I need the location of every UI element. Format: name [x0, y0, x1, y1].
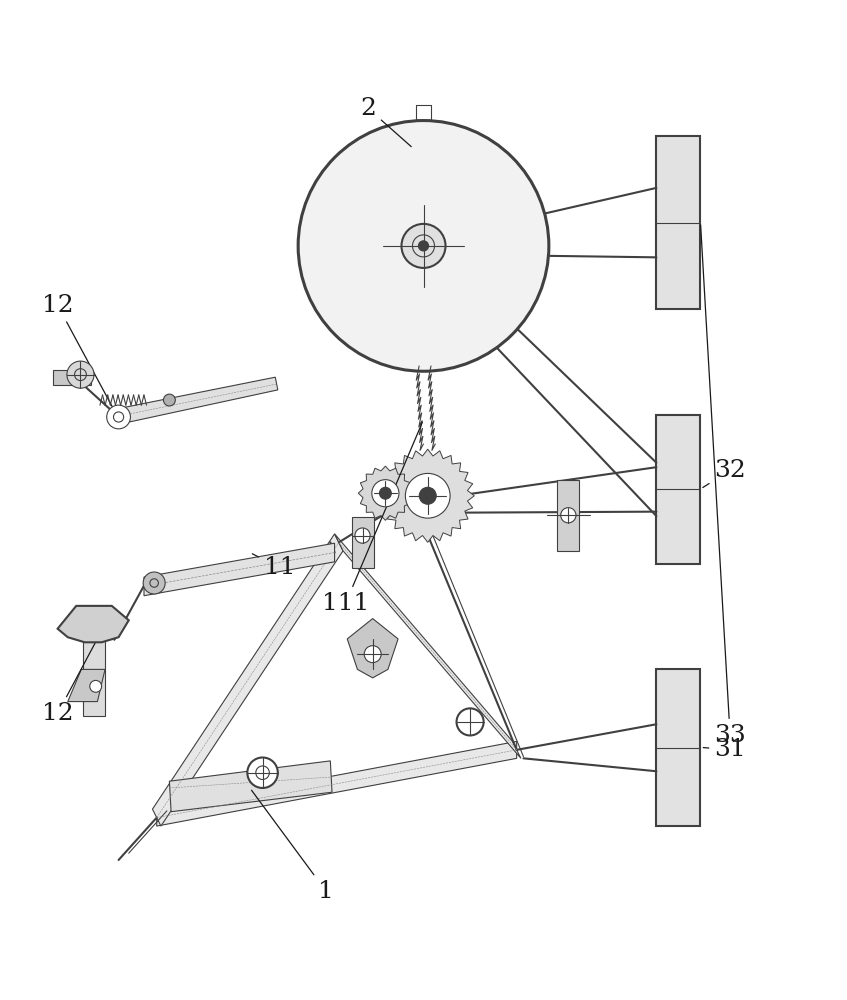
Polygon shape — [68, 669, 105, 702]
Circle shape — [143, 572, 165, 594]
Polygon shape — [169, 761, 332, 812]
Polygon shape — [152, 534, 343, 826]
Text: 32: 32 — [703, 459, 746, 488]
Circle shape — [67, 361, 94, 388]
Polygon shape — [335, 534, 521, 758]
Text: 12: 12 — [42, 294, 115, 413]
Circle shape — [298, 121, 549, 371]
Text: 2: 2 — [361, 97, 412, 147]
Text: 11: 11 — [252, 554, 296, 579]
Circle shape — [247, 757, 278, 788]
Text: 111: 111 — [322, 422, 423, 615]
Polygon shape — [157, 741, 517, 826]
Text: 31: 31 — [703, 738, 746, 761]
Polygon shape — [347, 619, 398, 678]
Bar — [656, 669, 700, 826]
Polygon shape — [144, 543, 335, 596]
Polygon shape — [352, 517, 374, 568]
Circle shape — [107, 405, 130, 429]
Circle shape — [372, 480, 399, 507]
Bar — [656, 136, 700, 309]
Circle shape — [355, 528, 370, 543]
Text: 1: 1 — [252, 790, 334, 903]
Circle shape — [561, 508, 576, 523]
Polygon shape — [557, 480, 579, 551]
Text: 33: 33 — [700, 225, 746, 747]
Polygon shape — [58, 606, 129, 642]
Circle shape — [406, 473, 450, 518]
Circle shape — [90, 680, 102, 692]
Polygon shape — [358, 466, 412, 520]
Circle shape — [401, 224, 446, 268]
Text: 12: 12 — [42, 625, 104, 725]
Circle shape — [419, 487, 436, 504]
Circle shape — [163, 394, 175, 406]
Bar — [656, 415, 700, 564]
Polygon shape — [381, 449, 474, 542]
Circle shape — [364, 646, 381, 663]
Circle shape — [379, 487, 391, 499]
Bar — [83, 640, 105, 716]
Polygon shape — [119, 377, 278, 424]
Circle shape — [457, 708, 484, 735]
Bar — [53, 370, 91, 385]
Circle shape — [418, 241, 429, 251]
